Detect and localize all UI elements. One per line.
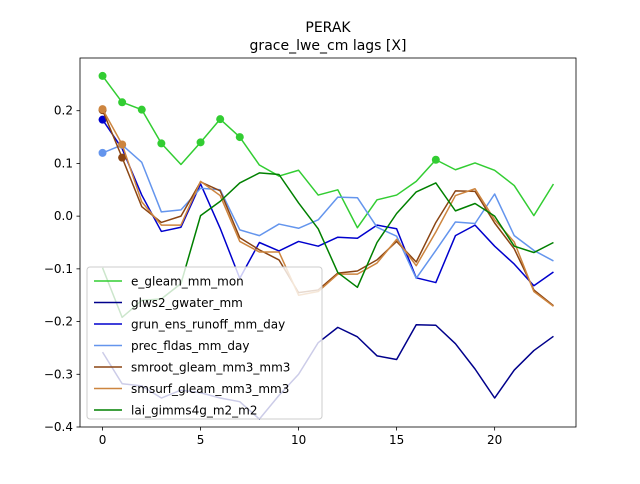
series-marker-e_gleam_mm_mon-17	[431, 155, 440, 164]
series-marker-e_gleam_mm_mon-0	[98, 71, 107, 80]
axes-layer: 0 5 10 15 20 −0.4 −0.3 −0.2 −0.1 0.0 0.1 0.2	[44, 57, 577, 447]
legend-entry-lai_gimms4g_m2_m2: lai_gimms4g_m2_m2	[131, 404, 258, 418]
y-tick-label: −0.4	[44, 420, 73, 434]
series-marker-e_gleam_mm_mon-6	[216, 115, 225, 124]
series-marker-prec_fldas_mm_day-0	[98, 148, 107, 157]
series-marker-grun_ens_runoff_mm_day-0	[98, 115, 107, 124]
series-marker-e_gleam_mm_mon-7	[235, 133, 244, 142]
legend-entry-smsurf_gleam_mm3_mm3: smsurf_gleam_mm3_mm3	[131, 382, 289, 396]
x-tick-label: 15	[389, 433, 404, 447]
series-line-e_gleam_mm_mon	[101, 75, 555, 229]
series-marker-smsurf_gleam_mm3_mm3-0	[98, 105, 107, 114]
legend-entry-prec_fldas_mm_day: prec_fldas_mm_day	[131, 339, 250, 353]
legend-box	[86, 266, 323, 420]
legend-entry-smroot_gleam_mm3_mm3: smroot_gleam_mm3_mm3	[131, 361, 290, 375]
series-marker-e_gleam_mm_mon-5	[196, 138, 205, 147]
y-tick-label: −0.1	[44, 262, 73, 276]
x-tick-label: 10	[291, 433, 306, 447]
chart-subtitle: grace_lwe_cm lags [X]	[250, 38, 407, 54]
series-marker-smsurf_gleam_mm3_mm3-1	[118, 140, 127, 149]
legend: e_gleam_mm_mon glws2_gwater_mm grun_ens_ru…	[86, 266, 323, 420]
series-line-grun_ens_runoff_mm_day	[101, 119, 554, 287]
legend-entry-e_gleam_mm_mon: e_gleam_mm_mon	[131, 275, 244, 289]
y-tick-label: −0.2	[44, 315, 73, 329]
x-tick-label: 20	[487, 433, 502, 447]
series-layer	[98, 71, 555, 420]
x-tick-label: 5	[197, 433, 205, 447]
series-line-prec_fldas_mm_day	[102, 144, 554, 280]
y-tick-label: 0.0	[54, 209, 73, 223]
legend-entry-grun_ens_runoff_mm_day: grun_ens_runoff_mm_day	[131, 318, 285, 332]
series-marker-e_gleam_mm_mon-1	[118, 98, 127, 107]
series-marker-e_gleam_mm_mon-2	[137, 105, 146, 114]
y-tick-label: −0.3	[44, 367, 73, 381]
chart-title: PERAK	[305, 20, 351, 36]
axes-frame	[79, 57, 577, 428]
series-line-smroot_gleam_mm3_mm3	[101, 109, 554, 307]
y-tick-label: 0.2	[54, 104, 73, 118]
series-line-smsurf_gleam_mm3_mm3	[101, 108, 554, 307]
legend-entry-glws2_gwater_mm: glws2_gwater_mm	[131, 296, 243, 310]
y-tick-label: 0.1	[54, 156, 73, 170]
x-tick-label: 0	[99, 433, 107, 447]
series-marker-e_gleam_mm_mon-3	[157, 139, 166, 148]
series-marker-smroot_gleam_mm3_mm3-1	[118, 153, 127, 162]
